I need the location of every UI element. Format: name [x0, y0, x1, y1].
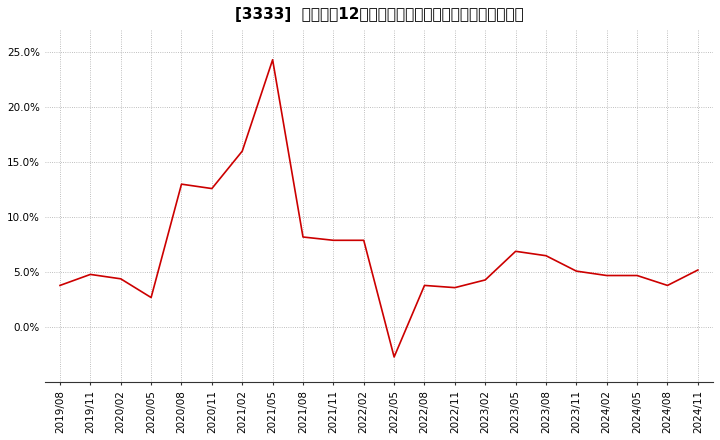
Title: [3333]  売上高の12か月移動合計の対前年同期増減率の推移: [3333] 売上高の12か月移動合計の対前年同期増減率の推移 [235, 7, 523, 22]
